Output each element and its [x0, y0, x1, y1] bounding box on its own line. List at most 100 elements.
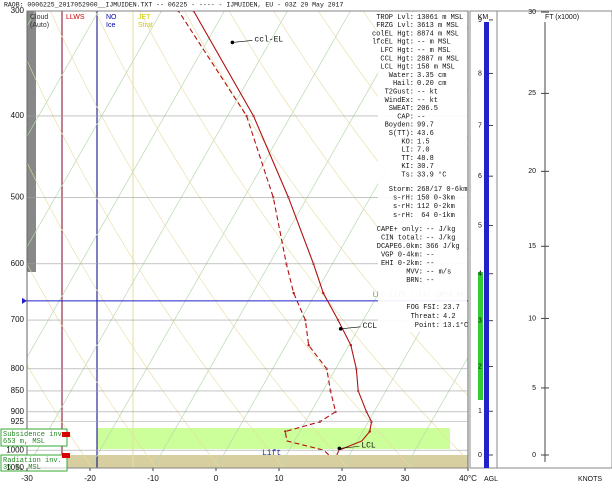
- index-value: 112 0-2km: [417, 203, 455, 211]
- index-value: 30.7: [417, 163, 434, 171]
- km-tick-label: 8: [478, 70, 482, 77]
- radiation-box: [0, 454, 68, 472]
- knots-label: KNOTS: [578, 476, 602, 483]
- km-tick-label: 6: [478, 173, 482, 180]
- index-value: -- m MSL: [417, 47, 451, 55]
- index-value: 150 0-3km: [417, 195, 455, 203]
- index-label: s-rH:: [393, 212, 414, 220]
- km-tick-label: 2: [478, 363, 482, 370]
- lfc-arrow: [22, 297, 27, 304]
- index-label: LFC Hgt:: [380, 47, 414, 55]
- index-label: Boyden:: [385, 122, 414, 130]
- subsidence-marker: [62, 432, 70, 437]
- x-tick-label: 10: [275, 474, 284, 483]
- cloud-bar: [27, 11, 36, 272]
- index-value: 48.8: [417, 155, 434, 163]
- profile-point: [284, 430, 287, 433]
- isotherm: [341, 246, 468, 468]
- radiation-text: Radiation inv.: [3, 457, 62, 465]
- isotherm: [27, 11, 288, 468]
- index-label: T2Gust:: [385, 89, 414, 97]
- index-label: LCL Hgt:: [380, 64, 414, 72]
- y-tick-label: 925: [11, 417, 25, 426]
- index-label: Point:: [415, 322, 440, 330]
- column-header: LLWS: [66, 14, 85, 21]
- km-tick-label: 5: [478, 222, 482, 229]
- y-tick-label: 500: [11, 192, 25, 201]
- index-value: 13061 m MSL: [417, 14, 463, 22]
- annotation-leader: [232, 40, 253, 43]
- index-value: 366 J/kg: [426, 243, 460, 251]
- profile-point: [292, 291, 295, 295]
- index-value: 4.2: [443, 313, 456, 321]
- index-value: 3.35 cm: [417, 72, 446, 80]
- index-value: -- kt: [417, 89, 438, 97]
- header: RAOB: 0006225_2017052900__IJMUIDEN.TXT -…: [4, 2, 343, 9]
- y-tick-label: 1050: [6, 463, 24, 472]
- index-label: S(TT):: [389, 130, 414, 138]
- index-value: 2887 m MSL: [417, 55, 459, 63]
- index-value: 13.1°C: [443, 321, 468, 330]
- annotation-label: LCL: [361, 441, 376, 450]
- radiation-text: 36 m, MSL: [3, 464, 41, 472]
- ft-tick-label: 20: [528, 168, 536, 175]
- index-value: 1.5: [417, 138, 430, 146]
- index-value: 8874 m MSL: [417, 30, 459, 38]
- index-value: 0.20 cm: [417, 80, 446, 88]
- index-label: s-rH:: [393, 203, 414, 211]
- ft-panel: [496, 10, 612, 469]
- x-tick-label: -20: [84, 474, 96, 483]
- y-tick-label: 700: [11, 315, 25, 324]
- x-tick-label: 20: [338, 474, 347, 483]
- index-label: FRZG Lvl:: [376, 22, 414, 30]
- isotherm: [27, 11, 225, 359]
- index-label: Storm:: [389, 186, 414, 194]
- profile-point: [322, 291, 325, 295]
- index-value: -- J/kg: [426, 226, 455, 234]
- isotherm: [27, 11, 99, 138]
- subsidence-box: [0, 428, 68, 447]
- index-value: 158 m MSL: [417, 64, 455, 72]
- x-tick-label: 0: [214, 474, 219, 483]
- index-label: TT:: [401, 155, 414, 163]
- x-tick-label: 30: [401, 474, 410, 483]
- profile-point: [349, 344, 353, 347]
- ft-tick-label: 5: [532, 385, 536, 392]
- km-tick-label: 1: [478, 408, 482, 415]
- index-label: lfcEL Hgt:: [372, 39, 414, 47]
- km-tick-label: 7: [478, 122, 482, 129]
- index-label: Threat:: [411, 313, 440, 321]
- index-label: SWEAT:: [389, 105, 414, 113]
- index-value: 43.6: [417, 130, 434, 138]
- y-tick-label: 800: [11, 364, 25, 373]
- annotation-label: CCL: [363, 322, 378, 331]
- index-label: TROP Lvl:: [376, 14, 414, 22]
- subsidence-text: Subsidence inv.: [3, 431, 66, 439]
- index-value: 33.9 °C: [417, 171, 446, 180]
- index-label: CAPE+ only:: [377, 226, 423, 234]
- subsidence-text: 653 m, MSL: [3, 438, 45, 446]
- ground: [27, 455, 468, 468]
- index-value: -- J/kg: [426, 234, 455, 242]
- agl-label: AGL: [484, 476, 498, 483]
- fog-band: [97, 428, 450, 449]
- ft-tick-label: 25: [528, 90, 536, 97]
- column-header: Strat: [138, 22, 153, 29]
- index-value: -- m MSL: [417, 39, 451, 47]
- index-value: --: [426, 277, 434, 285]
- x-tick-label: 40°C: [459, 474, 477, 483]
- km-green: [478, 272, 483, 400]
- index-label: DCAPE6.0km:: [377, 243, 423, 251]
- column-header: JET: [138, 14, 151, 21]
- ft-tick-label: 15: [528, 243, 536, 250]
- profile-point: [368, 430, 371, 433]
- index-value: 23.7: [443, 304, 460, 312]
- index-value: --: [426, 251, 434, 259]
- index-label: Water:: [389, 72, 414, 80]
- km-panel: [469, 10, 498, 469]
- index-value: 64 0-1km: [417, 212, 455, 220]
- annotation-leader: [340, 326, 361, 330]
- lift-label: Lift: [262, 449, 281, 458]
